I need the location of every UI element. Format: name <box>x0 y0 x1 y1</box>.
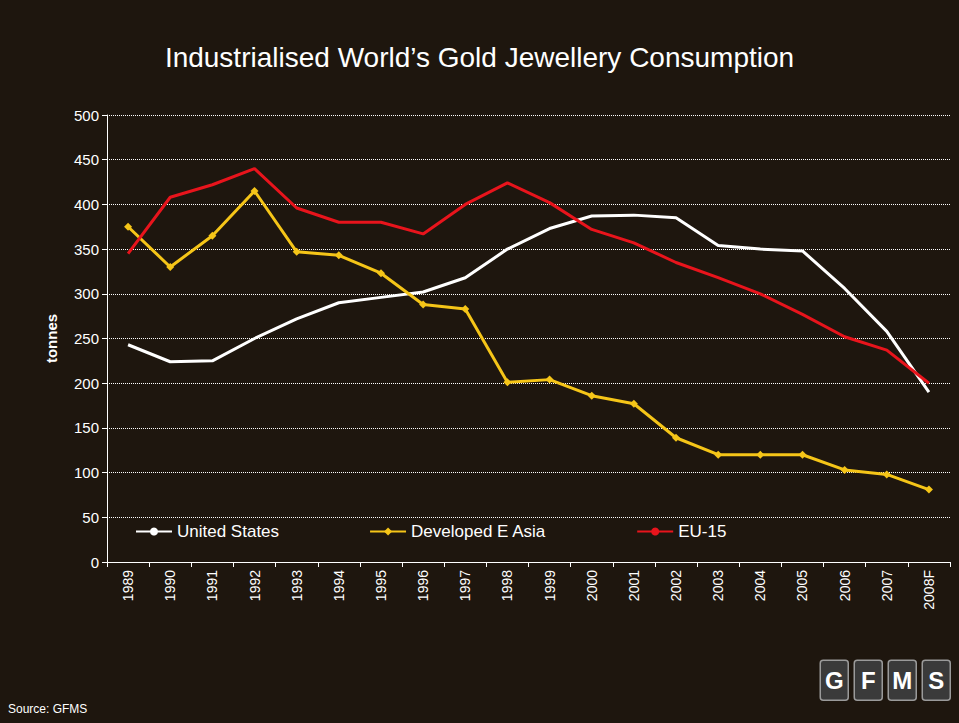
svg-text:1989: 1989 <box>120 570 136 601</box>
svg-text:150: 150 <box>74 419 99 436</box>
svg-text:1991: 1991 <box>204 570 220 601</box>
svg-text:2003: 2003 <box>710 570 726 601</box>
svg-text:2008F: 2008F <box>921 570 937 610</box>
svg-text:Developed E Asia: Developed E Asia <box>411 522 546 541</box>
svg-text:2005: 2005 <box>794 570 810 601</box>
svg-text:1994: 1994 <box>331 570 347 601</box>
svg-text:M: M <box>892 667 912 694</box>
svg-text:2001: 2001 <box>626 570 642 601</box>
svg-text:2006: 2006 <box>837 570 853 601</box>
svg-text:F: F <box>861 667 876 694</box>
svg-text:EU-15: EU-15 <box>678 522 726 541</box>
svg-text:400: 400 <box>74 196 99 213</box>
svg-text:2000: 2000 <box>584 570 600 601</box>
svg-text:450: 450 <box>74 151 99 168</box>
svg-text:tonnes: tonnes <box>43 314 60 363</box>
svg-text:G: G <box>825 667 844 694</box>
svg-text:1993: 1993 <box>289 570 305 601</box>
svg-text:200: 200 <box>74 375 99 392</box>
svg-text:2004: 2004 <box>752 570 768 601</box>
svg-text:1997: 1997 <box>457 570 473 601</box>
svg-text:300: 300 <box>74 285 99 302</box>
svg-text:2007: 2007 <box>879 570 895 601</box>
svg-text:50: 50 <box>82 509 99 526</box>
svg-text:Source: GFMS: Source: GFMS <box>8 702 87 716</box>
svg-text:0: 0 <box>91 554 99 571</box>
svg-text:1990: 1990 <box>162 570 178 601</box>
svg-text:2002: 2002 <box>668 570 684 601</box>
svg-text:1996: 1996 <box>415 570 431 601</box>
svg-text:1998: 1998 <box>499 570 515 601</box>
svg-text:United States: United States <box>177 522 279 541</box>
svg-text:S: S <box>928 667 944 694</box>
svg-text:Industrialised World’s Gold Je: Industrialised World’s Gold Jewellery Co… <box>165 42 794 73</box>
svg-text:350: 350 <box>74 241 99 258</box>
svg-text:1995: 1995 <box>373 570 389 601</box>
svg-text:100: 100 <box>74 464 99 481</box>
svg-text:500: 500 <box>74 107 99 124</box>
svg-text:1999: 1999 <box>542 570 558 601</box>
svg-text:1992: 1992 <box>247 570 263 601</box>
svg-text:250: 250 <box>74 330 99 347</box>
